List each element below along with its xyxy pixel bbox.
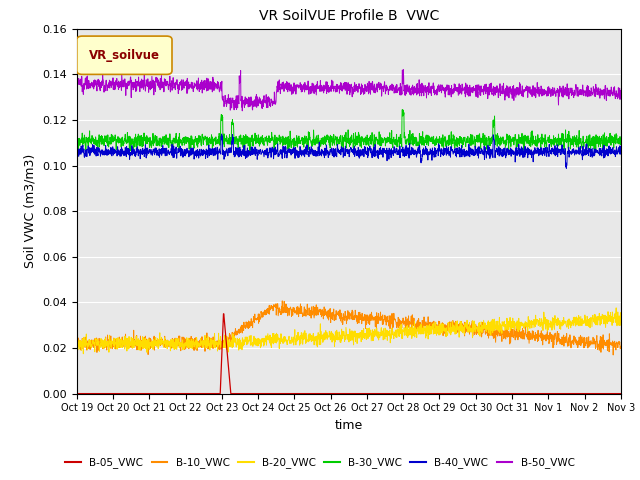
B-10_VWC (338, 315, 346, 321)
B-20_VWC (79, 351, 87, 357)
B-30_VWC (338, 145, 346, 151)
Title: VR SoilVUE Profile B  VWC: VR SoilVUE Profile B VWC (259, 10, 439, 24)
B-50_VWC (338, 81, 346, 86)
X-axis label: time: time (335, 419, 363, 432)
B-40_VWC (100, 152, 108, 158)
B-20_VWC (612, 305, 620, 311)
Text: VR_soilvue: VR_soilvue (89, 49, 160, 62)
B-40_VWC (218, 131, 225, 137)
B-40_VWC (323, 148, 331, 154)
B-10_VWC (601, 343, 609, 348)
Line: B-10_VWC: B-10_VWC (77, 301, 621, 355)
B-20_VWC (601, 312, 609, 318)
Line: B-30_VWC: B-30_VWC (77, 109, 621, 151)
B-50_VWC (100, 83, 108, 88)
B-10_VWC (100, 342, 108, 348)
B-05_VWC (601, 391, 609, 396)
B-10_VWC (617, 346, 625, 351)
B-30_VWC (617, 142, 625, 147)
Line: B-40_VWC: B-40_VWC (77, 134, 621, 168)
B-05_VWC (602, 391, 609, 396)
B-30_VWC (399, 107, 406, 112)
B-50_VWC (502, 93, 509, 99)
B-05_VWC (502, 391, 509, 396)
B-40_VWC (338, 146, 346, 152)
B-20_VWC (617, 314, 625, 320)
B-20_VWC (602, 319, 609, 324)
B-30_VWC (100, 133, 108, 139)
B-30_VWC (73, 141, 81, 146)
B-20_VWC (323, 336, 331, 342)
B-05_VWC (73, 391, 81, 396)
B-05_VWC (338, 391, 346, 396)
Y-axis label: Soil VWC (m3/m3): Soil VWC (m3/m3) (24, 154, 36, 268)
B-40_VWC (602, 153, 609, 159)
B-10_VWC (73, 339, 81, 345)
Line: B-50_VWC: B-50_VWC (77, 70, 621, 111)
B-50_VWC (617, 87, 625, 93)
B-40_VWC (502, 153, 509, 158)
B-30_VWC (602, 143, 609, 149)
B-40_VWC (602, 148, 609, 154)
B-50_VWC (399, 67, 407, 72)
B-05_VWC (323, 391, 331, 396)
Line: B-05_VWC: B-05_VWC (77, 314, 621, 394)
Line: B-20_VWC: B-20_VWC (77, 308, 621, 354)
B-40_VWC (563, 166, 570, 171)
B-10_VWC (502, 331, 509, 336)
B-20_VWC (101, 336, 109, 342)
B-30_VWC (323, 132, 331, 138)
B-30_VWC (502, 140, 509, 146)
B-05_VWC (617, 391, 625, 396)
B-10_VWC (602, 340, 609, 346)
B-30_VWC (285, 148, 292, 154)
B-20_VWC (502, 322, 509, 327)
B-05_VWC (100, 391, 108, 396)
B-50_VWC (323, 79, 331, 85)
B-50_VWC (239, 108, 246, 114)
B-50_VWC (602, 83, 609, 89)
FancyBboxPatch shape (77, 36, 172, 74)
B-20_VWC (73, 343, 81, 348)
B-05_VWC (220, 311, 227, 317)
B-50_VWC (602, 83, 609, 88)
B-30_VWC (602, 138, 609, 144)
B-10_VWC (278, 298, 286, 304)
B-10_VWC (609, 352, 617, 358)
B-40_VWC (617, 144, 625, 149)
B-10_VWC (323, 308, 331, 314)
B-50_VWC (73, 81, 81, 86)
Legend: B-05_VWC, B-10_VWC, B-20_VWC, B-30_VWC, B-40_VWC, B-50_VWC: B-05_VWC, B-10_VWC, B-20_VWC, B-30_VWC, … (61, 453, 579, 472)
B-40_VWC (73, 152, 81, 158)
B-20_VWC (338, 326, 346, 332)
